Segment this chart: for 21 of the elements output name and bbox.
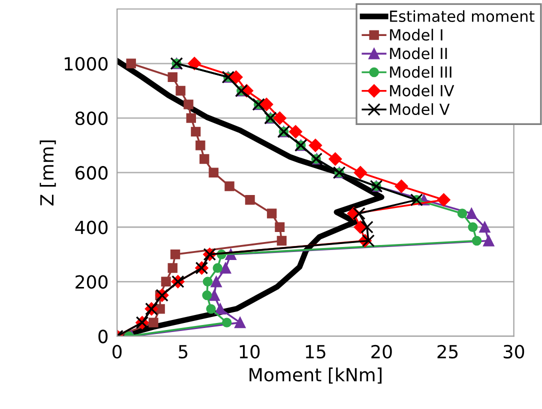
legend-label: Model III (390, 66, 452, 78)
x-tick-label: 5 (178, 345, 188, 359)
x-tick-label: 15 (306, 345, 326, 359)
y-tick-label: 400 (75, 220, 108, 234)
legend-label: Estimated moment (390, 10, 534, 22)
y-tick-label: 600 (76, 166, 108, 180)
x-tick-label: 10 (240, 344, 260, 359)
legend-label: Model I (390, 28, 442, 41)
x-tick-label: 20 (371, 344, 392, 359)
y-axis-title: Z [mm] (40, 140, 56, 206)
legend-label: Model II (390, 47, 447, 60)
x-axis-title: Moment [kNm] (250, 368, 382, 384)
y-tick-label: 800 (76, 112, 108, 126)
y-tick-label: 1000 (64, 56, 108, 71)
legend-label: Model IV (390, 84, 454, 96)
y-tick-label: 200 (76, 275, 108, 289)
x-tick-label: 25 (438, 344, 458, 359)
x-tick-label: 0 (112, 344, 122, 359)
legend-label: Model V (390, 103, 450, 116)
x-tick-label: 30 (504, 344, 524, 359)
y-tick-label: 0 (98, 330, 108, 344)
